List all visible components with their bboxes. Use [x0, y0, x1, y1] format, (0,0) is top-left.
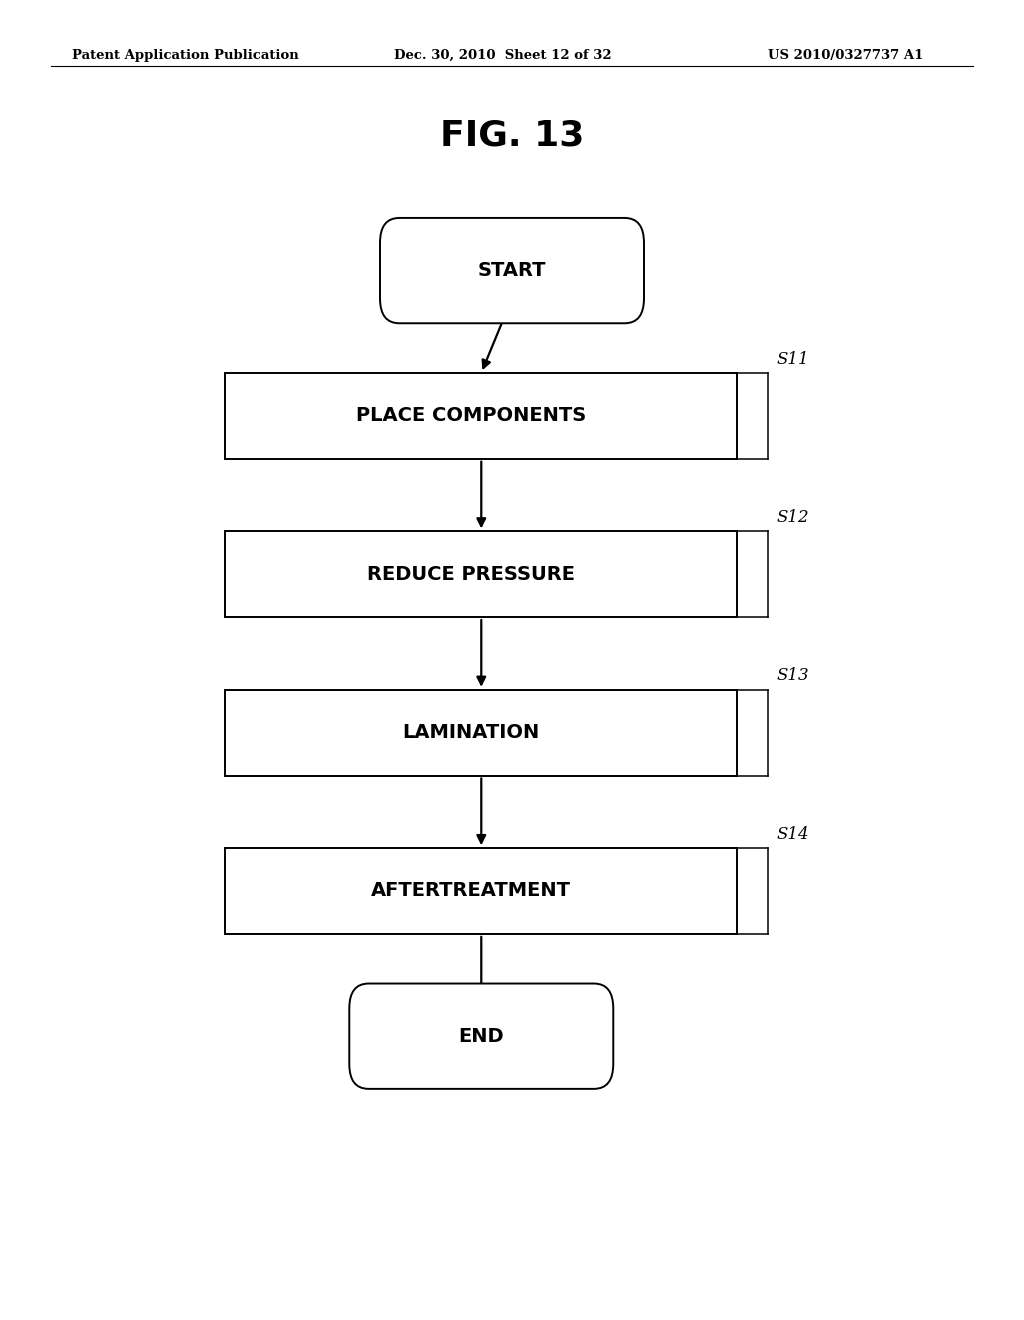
Text: S13: S13: [776, 668, 809, 684]
Text: Dec. 30, 2010  Sheet 12 of 32: Dec. 30, 2010 Sheet 12 of 32: [394, 49, 612, 62]
Text: END: END: [459, 1027, 504, 1045]
Text: S12: S12: [776, 510, 809, 527]
Text: S14: S14: [776, 826, 809, 842]
Text: Patent Application Publication: Patent Application Publication: [72, 49, 298, 62]
FancyBboxPatch shape: [225, 689, 737, 776]
FancyBboxPatch shape: [349, 983, 613, 1089]
FancyBboxPatch shape: [225, 849, 737, 935]
Text: US 2010/0327737 A1: US 2010/0327737 A1: [768, 49, 924, 62]
Text: START: START: [478, 261, 546, 280]
Text: LAMINATION: LAMINATION: [402, 723, 540, 742]
FancyBboxPatch shape: [225, 532, 737, 618]
Text: PLACE COMPONENTS: PLACE COMPONENTS: [356, 407, 586, 425]
Text: REDUCE PRESSURE: REDUCE PRESSURE: [367, 565, 575, 583]
Text: FIG. 13: FIG. 13: [440, 119, 584, 153]
FancyBboxPatch shape: [225, 372, 737, 458]
FancyBboxPatch shape: [380, 218, 644, 323]
Text: S11: S11: [776, 351, 809, 367]
Text: AFTERTREATMENT: AFTERTREATMENT: [371, 882, 571, 900]
